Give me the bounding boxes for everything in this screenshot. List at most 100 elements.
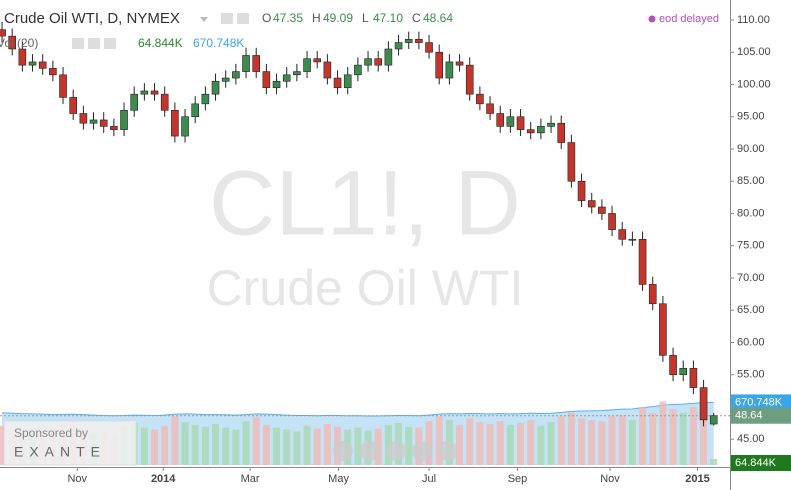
volume-bar <box>466 418 474 465</box>
volume-bar <box>354 427 362 465</box>
volume-bar <box>171 416 179 465</box>
ohlc-value: 48.64 <box>423 11 453 25</box>
nav-right[interactable] <box>438 441 458 461</box>
x-tick-label: Jul <box>422 473 436 485</box>
candle-body <box>242 55 250 72</box>
volume-bar <box>191 424 199 465</box>
y-tick-label: 105.00 <box>737 46 771 58</box>
volume-bar <box>496 421 504 465</box>
volume-bar <box>679 412 687 465</box>
candle-body <box>648 284 657 305</box>
sponsor[interactable]: Sponsored by EXANTE <box>3 420 137 466</box>
volume-bar <box>639 407 647 465</box>
volume-bar <box>161 425 169 465</box>
volume-bar <box>700 404 708 465</box>
volume-bar <box>425 421 433 465</box>
volume-bar <box>273 427 281 465</box>
volume-bar <box>557 416 565 465</box>
candle-body <box>343 74 352 89</box>
candle-body <box>28 61 37 66</box>
candle-body <box>110 126 118 130</box>
volume-bar <box>222 427 230 465</box>
y-tick-label: 90.00 <box>737 143 765 155</box>
volume-bar <box>242 421 250 465</box>
y-tick-label: 95.00 <box>737 111 765 123</box>
last-price-badge: 48.64 <box>735 410 763 422</box>
ohlc-key: O <box>262 11 271 25</box>
candle-body <box>150 90 159 95</box>
candle-body <box>262 71 271 89</box>
legend-button[interactable] <box>221 13 233 24</box>
volume-bar <box>323 423 331 465</box>
candle-body <box>557 122 566 143</box>
candle-body <box>689 367 698 388</box>
watermark-name: Crude Oil WTI <box>207 260 524 316</box>
volume-bar <box>262 424 270 465</box>
nav-left[interactable] <box>333 441 353 461</box>
volume-badge: 64.844K <box>735 457 777 469</box>
x-tick-label: 2015 <box>685 473 709 485</box>
legend-button[interactable] <box>88 38 100 49</box>
nav-zoom-out[interactable] <box>360 441 380 461</box>
volume-legend-value: 64.844K <box>138 36 183 50</box>
volume-bar <box>181 422 189 465</box>
volume-bar <box>578 418 586 465</box>
volume-bar <box>283 429 291 465</box>
y-tick-label: 60.00 <box>737 336 765 348</box>
candle-body <box>496 113 505 127</box>
candle-body <box>425 42 433 53</box>
x-tick-label: 2014 <box>151 473 176 485</box>
candle-body <box>618 229 627 240</box>
candle-body <box>526 129 535 134</box>
title-menu[interactable] <box>200 17 208 22</box>
candle-body <box>486 103 494 114</box>
volume-bar <box>517 423 525 465</box>
nav-reset[interactable] <box>386 441 406 461</box>
candle-body <box>221 77 230 82</box>
navigation <box>333 441 458 461</box>
last-price-badge-bg <box>731 407 791 424</box>
candle-body <box>59 74 67 98</box>
candle-body <box>598 206 606 214</box>
x-tick-label: May <box>328 473 349 485</box>
chart-title: Crude Oil WTI, D, NYMEX <box>4 10 180 27</box>
legend-button[interactable] <box>104 38 116 49</box>
volume-bar <box>486 423 494 465</box>
legend-button[interactable] <box>237 13 249 24</box>
candle-body <box>699 387 708 421</box>
candle-body <box>89 119 98 124</box>
candle-body <box>232 71 240 79</box>
volume-bar <box>212 423 220 465</box>
volume-bar <box>689 407 697 465</box>
candle-body <box>374 58 383 66</box>
candle-body <box>171 109 179 137</box>
candle-body <box>465 64 474 95</box>
ohlc-value: 49.09 <box>323 11 353 25</box>
candle-body <box>272 80 281 89</box>
volume-bar <box>710 458 718 465</box>
candle-body <box>181 116 189 137</box>
sponsor-box[interactable] <box>3 420 137 466</box>
volume-bar <box>201 426 209 465</box>
y-tick-label: 110.00 <box>737 14 770 26</box>
volume-bar <box>506 424 514 465</box>
candle-body <box>160 93 169 111</box>
candle-body <box>415 39 423 43</box>
volume-ma-legend-value: 670.748K <box>193 36 244 50</box>
volume-bar <box>140 427 148 465</box>
candle-body <box>333 77 342 89</box>
volume-bar <box>151 429 159 465</box>
candle-body <box>547 122 555 127</box>
candle-body <box>394 42 403 50</box>
candle-body <box>49 68 57 76</box>
candle-body <box>577 180 586 201</box>
candle-body <box>435 51 444 79</box>
volume-bar <box>608 416 616 465</box>
nav-zoom-in[interactable] <box>412 441 432 461</box>
candle-body <box>638 238 647 285</box>
y-tick-label: 80.00 <box>737 207 765 219</box>
volume-bar <box>405 426 413 465</box>
legend-button[interactable] <box>72 38 84 49</box>
ohlc-value: 47.35 <box>273 11 303 25</box>
